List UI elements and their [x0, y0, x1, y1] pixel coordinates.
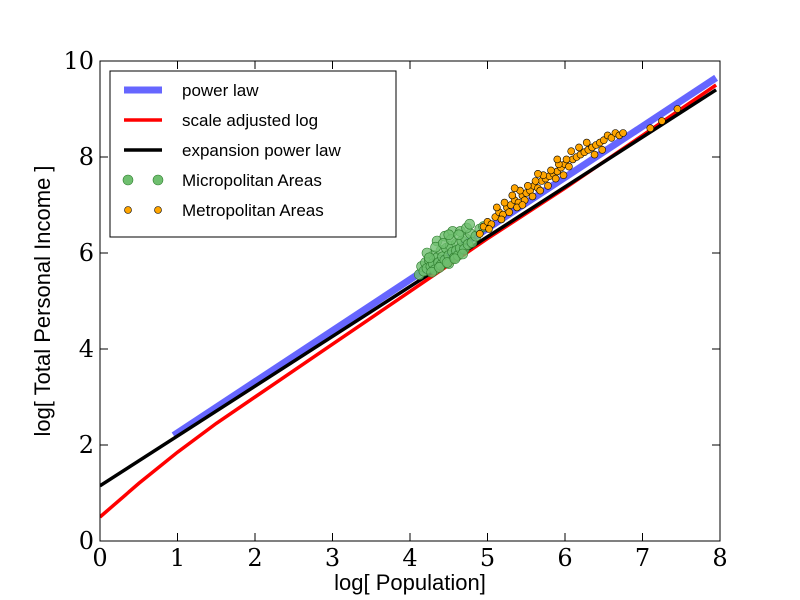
legend-label-metropolitan-areas: Metropolitan Areas	[182, 201, 324, 220]
legend-swatch-micropolitan-areas	[122, 174, 134, 186]
legend-swatch-metropolitan-areas	[124, 206, 132, 214]
metropolitan-point	[492, 203, 501, 212]
metropolitan-point	[508, 191, 517, 200]
metropolitan-point	[565, 162, 573, 171]
metropolitan-point	[559, 171, 568, 179]
legend-swatch-micropolitan-areas	[152, 174, 164, 186]
micropolitan-point	[434, 262, 445, 273]
metropolitan-point	[598, 146, 607, 154]
y-tick-label: 6	[79, 239, 94, 267]
metropolitan-point	[551, 174, 560, 183]
metropolitan-point	[510, 184, 519, 192]
metropolitan-point	[658, 117, 666, 125]
micropolitan-point	[449, 253, 461, 265]
ticks-layer: 0 1 2 3 4 5 6 7 8 0 2 4 6 8 10	[63, 47, 727, 572]
metropolitan-point	[619, 129, 627, 137]
y-tick-label: 2	[79, 431, 94, 459]
metropolitan-point	[646, 124, 655, 132]
metropolitan-point	[500, 198, 509, 207]
legend-label-expansion-power-law: expansion power law	[182, 141, 341, 160]
x-tick-label: 7	[635, 544, 650, 572]
x-tick-label: 6	[557, 544, 572, 572]
legend-label-power-law: power law	[182, 81, 259, 100]
micropolitan-point	[443, 229, 455, 241]
points-layer	[413, 105, 682, 280]
metropolitan-point	[547, 166, 555, 175]
metropolitan-point	[523, 182, 532, 190]
x-tick-label: 2	[247, 544, 262, 572]
x-tick-label: 1	[170, 544, 185, 572]
legend-label-scale-adjusted-log: scale adjusted log	[182, 111, 318, 130]
micropolitan-point	[426, 266, 438, 278]
series-line-expansion-power-law	[100, 88, 718, 488]
metropolitan-point	[536, 186, 545, 195]
micropolitan-point	[424, 252, 435, 264]
metropolitan-point	[475, 230, 484, 238]
metropolitan-point	[567, 147, 576, 155]
metropolitan-point	[534, 170, 542, 178]
legend: power law scale adjusted log expansion pow…	[109, 70, 397, 238]
y-tick-label: 0	[79, 527, 94, 555]
x-tick-label: 3	[325, 544, 340, 572]
x-tick-label: 0	[92, 544, 107, 572]
y-axis-label: log[ Total Personal Income ]	[30, 165, 55, 436]
metropolitan-point	[544, 182, 552, 190]
y-tick-label: 8	[79, 143, 94, 171]
legend-label-micropolitan-areas: Micropolitan Areas	[182, 171, 322, 190]
metropolitan-point	[497, 215, 506, 224]
metropolitan-point	[485, 225, 493, 233]
metropolitan-point	[673, 105, 682, 113]
y-tick-label: 10	[63, 47, 94, 75]
x-axis-label: log[ Population]	[334, 570, 486, 595]
metropolitan-point	[582, 138, 591, 147]
metropolitan-point	[575, 143, 583, 152]
micropolitan-point	[453, 229, 465, 241]
metropolitan-point	[562, 155, 571, 164]
legend-swatch-metropolitan-areas	[154, 206, 162, 214]
metropolitan-point	[531, 177, 540, 185]
micropolitan-point	[457, 248, 469, 260]
x-tick-label: 8	[712, 544, 727, 572]
micropolitan-point	[464, 218, 476, 230]
metropolitan-point	[590, 150, 599, 159]
metropolitan-point	[518, 201, 527, 209]
y-tick-label: 4	[79, 335, 94, 363]
metropolitan-point	[553, 155, 562, 164]
x-tick-label: 4	[402, 544, 417, 572]
metropolitan-point	[505, 208, 514, 216]
x-tick-label: 5	[480, 544, 495, 572]
metropolitan-point	[528, 192, 537, 201]
